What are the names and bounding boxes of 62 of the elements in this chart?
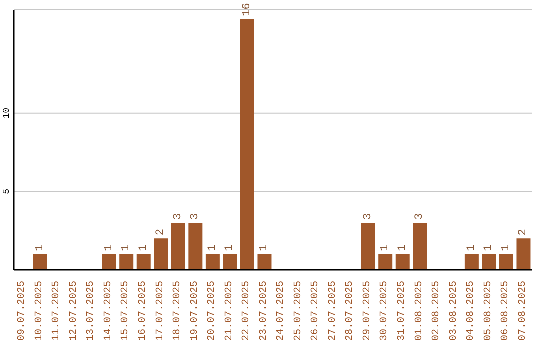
bar	[240, 19, 254, 270]
data-label: 2	[518, 229, 530, 236]
bar	[464, 254, 479, 270]
data-label: 1	[396, 244, 409, 252]
data-label: 2	[155, 229, 168, 236]
x-tick-label: 23.07.2025	[258, 281, 270, 340]
x-tick-label: 24.07.2025	[276, 281, 288, 340]
y-tick-label: 5	[2, 188, 12, 194]
data-label: 1	[483, 244, 496, 252]
x-tick-label: 25.07.2025	[293, 281, 304, 340]
bar	[499, 254, 514, 270]
bar	[102, 254, 116, 270]
bar	[136, 254, 151, 270]
data-label: 3	[190, 213, 202, 220]
x-tick-label: 11.07.2025	[52, 281, 63, 340]
data-label: 3	[414, 213, 426, 220]
data-label: 1	[258, 244, 271, 252]
data-label: 3	[172, 213, 184, 220]
y-tick-label: 10	[2, 108, 12, 119]
data-label: 1	[380, 244, 392, 252]
data-label: 1	[138, 244, 150, 252]
bar	[206, 254, 220, 270]
x-tick-label: 22.07.2025	[242, 281, 253, 340]
bar	[258, 254, 272, 270]
bar	[188, 223, 203, 270]
x-tick-label: 14.07.2025	[103, 281, 114, 340]
bar	[516, 238, 531, 270]
data-label: 3	[362, 213, 374, 220]
bar	[223, 254, 238, 270]
data-label: 1	[103, 244, 116, 252]
bar	[396, 254, 410, 270]
bar	[413, 223, 428, 270]
x-tick-label: 29.07.2025	[362, 281, 374, 340]
bar	[171, 223, 186, 270]
x-tick-label: 19.07.2025	[190, 281, 201, 340]
x-tick-label: 10.07.2025	[34, 281, 46, 340]
x-tick-label: 28.07.2025	[345, 281, 356, 340]
x-tick-label: 31.07.2025	[397, 281, 408, 340]
x-tick-label: 27.07.2025	[328, 281, 339, 340]
x-tick-label: 18.07.2025	[172, 281, 184, 340]
x-tick-label: 13.07.2025	[86, 281, 98, 340]
x-tick-label: 20.07.2025	[207, 281, 218, 340]
x-tick-label: 30.07.2025	[380, 281, 391, 340]
x-tick-label: 12.07.2025	[68, 281, 80, 340]
bar	[482, 254, 496, 270]
x-tick-label: 21.07.2025	[224, 281, 236, 340]
x-tick-label: 15.07.2025	[120, 281, 132, 340]
bar	[33, 254, 48, 270]
x-tick-label: 26.07.2025	[310, 281, 322, 340]
data-label: 1	[224, 244, 236, 252]
bar	[120, 254, 134, 270]
x-tick-label: 16.07.2025	[138, 281, 149, 340]
data-label: 1	[120, 244, 133, 252]
x-tick-label: 17.07.2025	[155, 281, 166, 340]
bar	[154, 238, 168, 270]
bar	[361, 223, 376, 270]
bar	[378, 254, 393, 270]
data-label: 16	[241, 3, 254, 16]
data-label: 1	[206, 244, 219, 252]
data-label: 1	[466, 244, 478, 252]
data-label: 1	[500, 244, 512, 252]
data-label: 1	[34, 244, 46, 252]
